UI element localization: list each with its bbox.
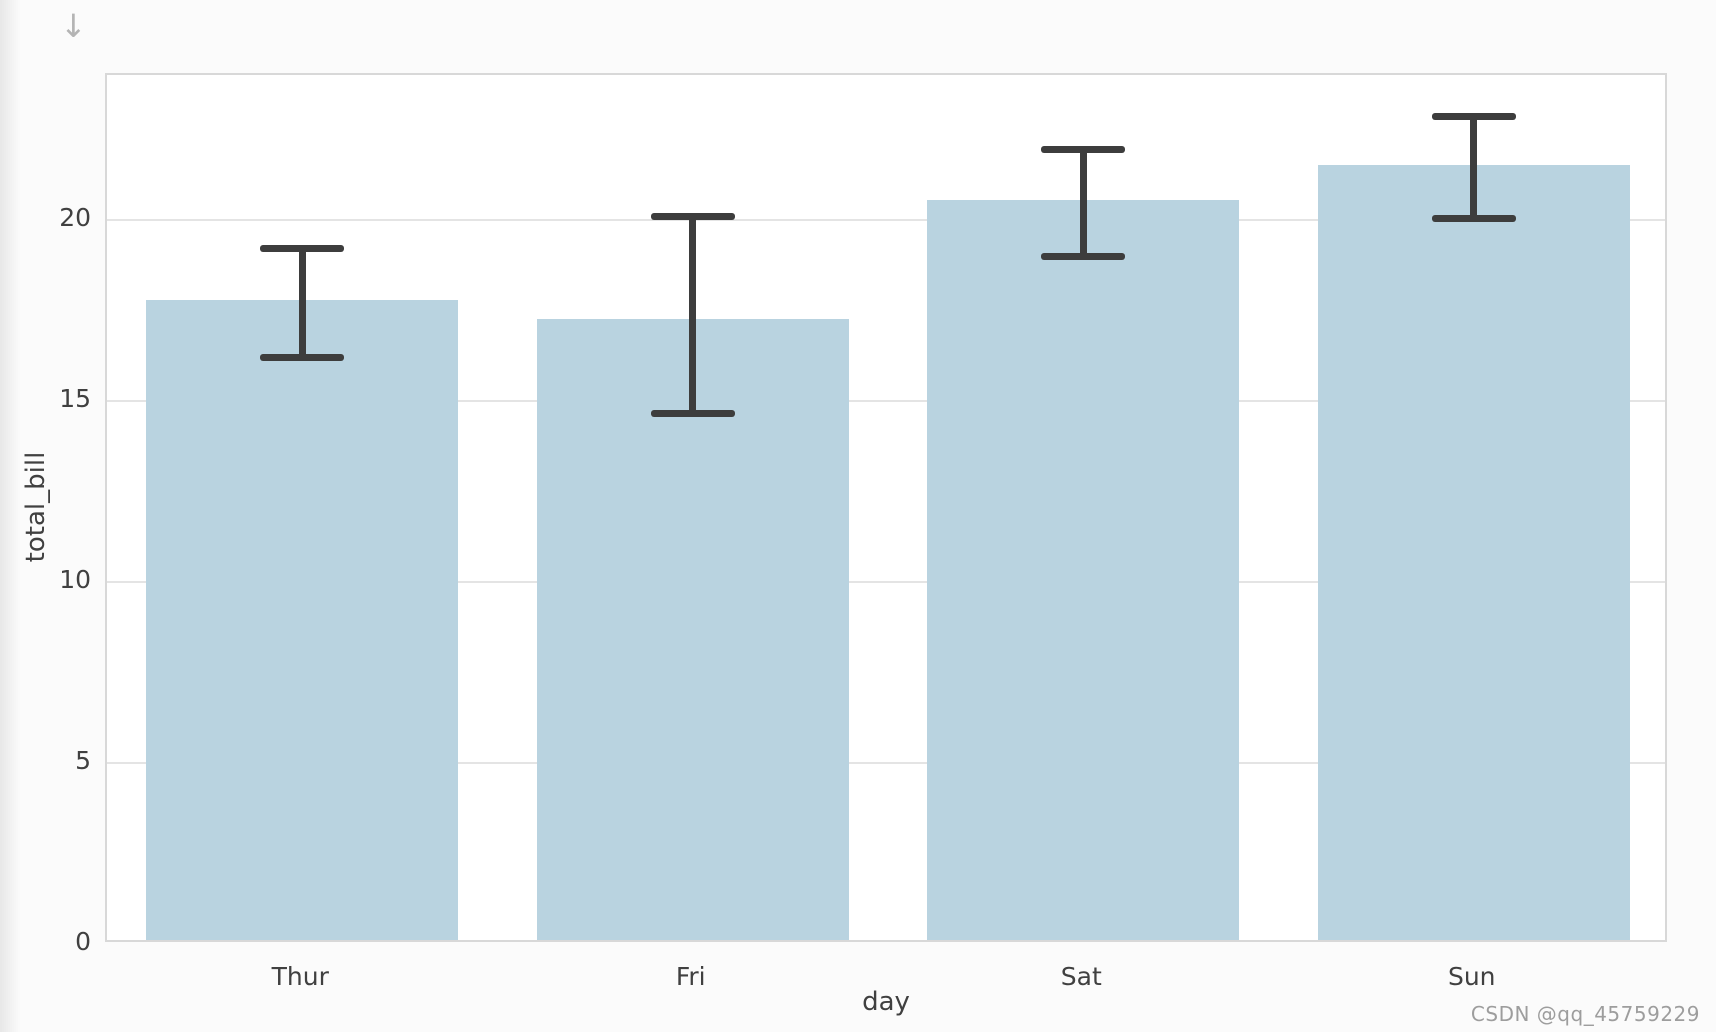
errorbar-cap-bottom-thur <box>260 353 345 361</box>
errorbar-line-sun <box>1470 116 1478 218</box>
ytick-label-20: 20 <box>59 202 91 232</box>
errorbar-cap-top-sun <box>1431 113 1516 121</box>
errorbar-cap-top-fri <box>650 212 735 220</box>
errorbar-line-fri <box>689 216 697 414</box>
bar-sat <box>927 199 1240 940</box>
ytick-label-10: 10 <box>59 564 91 594</box>
bar-fri <box>536 319 849 940</box>
ytick-label-0: 0 <box>75 927 91 956</box>
gridline-y-15 <box>107 399 1665 402</box>
errorbar-line-thur <box>298 248 306 358</box>
xtick-label-sat: Sat <box>1060 962 1102 991</box>
errorbar-cap-bottom-sat <box>1041 252 1126 260</box>
errorbar-line-sat <box>1079 149 1087 257</box>
gridline-y-10 <box>107 580 1665 583</box>
scroll-down-arrow-icon: ↓ <box>60 7 87 45</box>
y-axis-label: total_bill <box>21 451 51 563</box>
errorbar-cap-bottom-fri <box>650 410 735 418</box>
xtick-label-fri: Fri <box>675 962 706 991</box>
errorbar-cap-top-thur <box>260 245 345 253</box>
plot-area <box>105 73 1667 942</box>
errorbar-cap-bottom-sun <box>1431 214 1516 222</box>
bar-sun <box>1317 164 1630 940</box>
bar-thur <box>146 299 459 940</box>
errorbar-cap-top-sat <box>1041 145 1126 153</box>
left-edge-shadow <box>0 0 20 1032</box>
gridline-y-5 <box>107 761 1665 764</box>
ytick-label-5: 5 <box>75 745 91 775</box>
gridline-y-20 <box>107 218 1665 221</box>
xtick-label-sun: Sun <box>1447 962 1496 991</box>
ytick-label-15: 15 <box>59 383 91 413</box>
xtick-label-thur: Thur <box>271 962 329 991</box>
watermark: CSDN @qq_45759229 <box>1470 1002 1700 1026</box>
x-axis-label: day <box>862 987 910 1017</box>
